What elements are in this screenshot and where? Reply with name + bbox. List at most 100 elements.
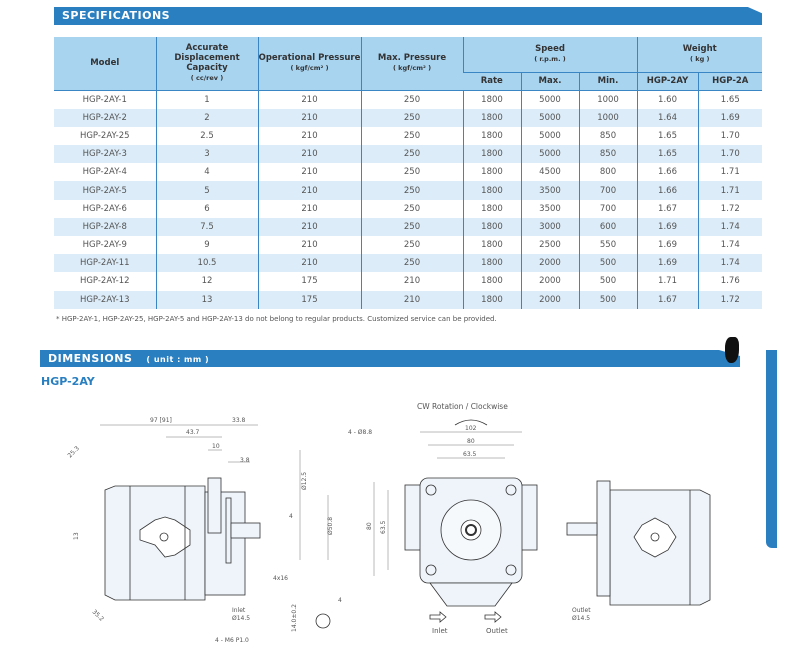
cell-weight-2ay: 1.71	[636, 272, 699, 291]
cell-speed-max: 2000	[520, 290, 579, 309]
cell-weight-2a: 1.70	[697, 145, 763, 164]
svg-text:Outlet: Outlet	[572, 607, 591, 614]
cell-weight-2a: 1.74	[697, 254, 763, 273]
svg-text:102: 102	[465, 425, 477, 432]
cell-operational-pressure: 210	[257, 126, 361, 146]
cell-rate: 1800	[462, 108, 521, 127]
cell-weight-2ay: 1.66	[636, 181, 699, 200]
dimensions-unit: ( unit : mm )	[146, 355, 210, 364]
cell-model: HGP-2AY-5	[54, 181, 156, 200]
table-row: HGP-2AY-2 2 210 250 1800 5000 1000 1.64 1.69	[54, 108, 763, 127]
svg-text:63.5: 63.5	[380, 520, 387, 534]
cell-operational-pressure: 210	[257, 163, 361, 182]
cell-weight-2ay: 1.69	[636, 217, 699, 236]
cell-speed-min: 1000	[578, 108, 638, 127]
cell-max-pressure: 210	[360, 272, 463, 291]
cell-speed-max: 2000	[520, 254, 579, 273]
cell-model: HGP-2AY-11	[54, 254, 156, 273]
svg-text:63.5: 63.5	[463, 451, 477, 458]
table-row: HGP-2AY-1 1 210 250 1800 5000 1000 1.60 1.65	[54, 90, 763, 109]
cell-displacement: 4	[155, 163, 258, 182]
cell-displacement: 2	[155, 108, 258, 127]
svg-text:4x16: 4x16	[273, 575, 288, 582]
cell-speed-max: 5000	[520, 145, 579, 164]
cell-speed-min: 500	[578, 290, 638, 309]
cell-rate: 1800	[462, 181, 521, 200]
cell-model: HGP-2AY-25	[79, 130, 130, 141]
svg-text:35.2: 35.2	[91, 608, 106, 623]
cell-speed-max: 3000	[520, 217, 579, 236]
cell-weight-2ay: 1.69	[636, 254, 699, 273]
cell-weight-2ay: 1.60	[636, 90, 699, 109]
cell-speed-min: 850	[578, 126, 638, 146]
cell-weight-2ay: 1.65	[636, 126, 699, 146]
svg-text:Ø50.8: Ø50.8	[327, 517, 334, 535]
cell-weight-2a: 1.76	[697, 272, 763, 291]
cell-displacement: 6	[155, 199, 258, 218]
specifications-table: Model Accurate Displacement Capacity( cc…	[54, 37, 763, 309]
cell-weight-2a: 1.74	[697, 236, 763, 255]
cell-speed-max: 4500	[520, 163, 579, 182]
cell-weight-2ay: 1.67	[636, 199, 699, 218]
cell-displacement: 2.5	[155, 126, 258, 146]
cell-displacement: 13	[155, 290, 258, 309]
col-weight-2a: HGP-2A	[697, 72, 763, 91]
cell-speed-max: 5000	[520, 90, 579, 109]
svg-text:80: 80	[467, 438, 475, 445]
cell-operational-pressure: 175	[257, 290, 361, 309]
footnote: * HGP-2AY-1, HGP-2AY-25, HGP-2AY-5 and H…	[56, 315, 497, 323]
table-row: HGP-2AY-8 7.5 210 250 1800 3000 600 1.69 1.74	[54, 217, 763, 236]
cell-max-pressure: 250	[360, 254, 463, 273]
svg-text:Outlet: Outlet	[486, 627, 508, 635]
col-speed: Speed( r.p.m. )	[462, 37, 638, 73]
col-max-pressure: Max. Pressure( kgf/cm² )	[360, 37, 463, 91]
cell-speed-min: 850	[578, 145, 638, 164]
cell-speed-max: 5000	[520, 108, 579, 127]
side-accent-bar	[766, 350, 777, 548]
cell-weight-2a: 1.72	[697, 290, 763, 309]
cell-speed-max: 3500	[520, 199, 579, 218]
cell-operational-pressure: 210	[257, 254, 361, 273]
cell-max-pressure: 250	[360, 145, 463, 164]
table-row: HGP-2AY-5 5 210 250 1800 3500 700 1.66 1.71	[54, 181, 763, 200]
cell-operational-pressure: 210	[257, 145, 361, 164]
cell-rate: 1800	[462, 217, 521, 236]
table-row: HGP-2AY-11 10.5 210 250 1800 2000 500 1.69 1.74	[54, 254, 763, 273]
dimensions-title: DIMENSIONS	[48, 352, 133, 365]
cell-model: HGP-2AY-1	[82, 94, 127, 105]
cell-displacement: 1	[155, 90, 258, 109]
cell-weight-2a: 1.69	[697, 108, 763, 127]
cell-model: HGP-2AY-12	[79, 276, 130, 287]
cell-max-pressure: 250	[360, 90, 463, 109]
cell-speed-max: 2500	[520, 236, 579, 255]
dimension-labels: 97 [91] 33.8 43.7 10 3.8 25.3 13 35.2 Ø1…	[66, 402, 591, 644]
dimensions-header: DIMENSIONS ( unit : mm )	[40, 350, 740, 367]
cell-speed-min: 600	[578, 217, 638, 236]
cell-speed-min: 500	[578, 254, 638, 273]
svg-text:Inlet: Inlet	[232, 607, 246, 614]
cell-weight-2ay: 1.64	[636, 108, 699, 127]
cell-max-pressure: 250	[360, 163, 463, 182]
col-speed-max: Max.	[520, 72, 579, 91]
table-row: HGP-2AY-12 12 175 210 1800 2000 500 1.71 1.76	[54, 272, 763, 291]
cell-weight-2ay: 1.69	[636, 236, 699, 255]
svg-text:80: 80	[366, 522, 373, 530]
cell-displacement: 5	[155, 181, 258, 200]
col-speed-min: Min.	[578, 72, 638, 91]
cell-displacement: 9	[155, 236, 258, 255]
svg-text:4 - Ø8.8: 4 - Ø8.8	[348, 429, 372, 436]
cell-operational-pressure: 210	[257, 90, 361, 109]
cell-operational-pressure: 210	[257, 217, 361, 236]
cell-rate: 1800	[462, 126, 521, 146]
cell-weight-2a: 1.70	[697, 126, 763, 146]
cell-model: HGP-2AY-8	[54, 217, 156, 236]
cell-operational-pressure: 210	[257, 108, 361, 127]
cell-rate: 1800	[462, 199, 521, 218]
specifications-header: SPECIFICATIONS	[54, 7, 762, 25]
cell-max-pressure: 250	[360, 199, 463, 218]
cell-model: HGP-2AY-6	[82, 203, 127, 214]
cell-weight-2a: 1.74	[697, 217, 763, 236]
svg-text:97 [91]: 97 [91]	[150, 417, 172, 424]
ink-blot	[725, 337, 739, 363]
svg-text:4: 4	[289, 513, 293, 520]
